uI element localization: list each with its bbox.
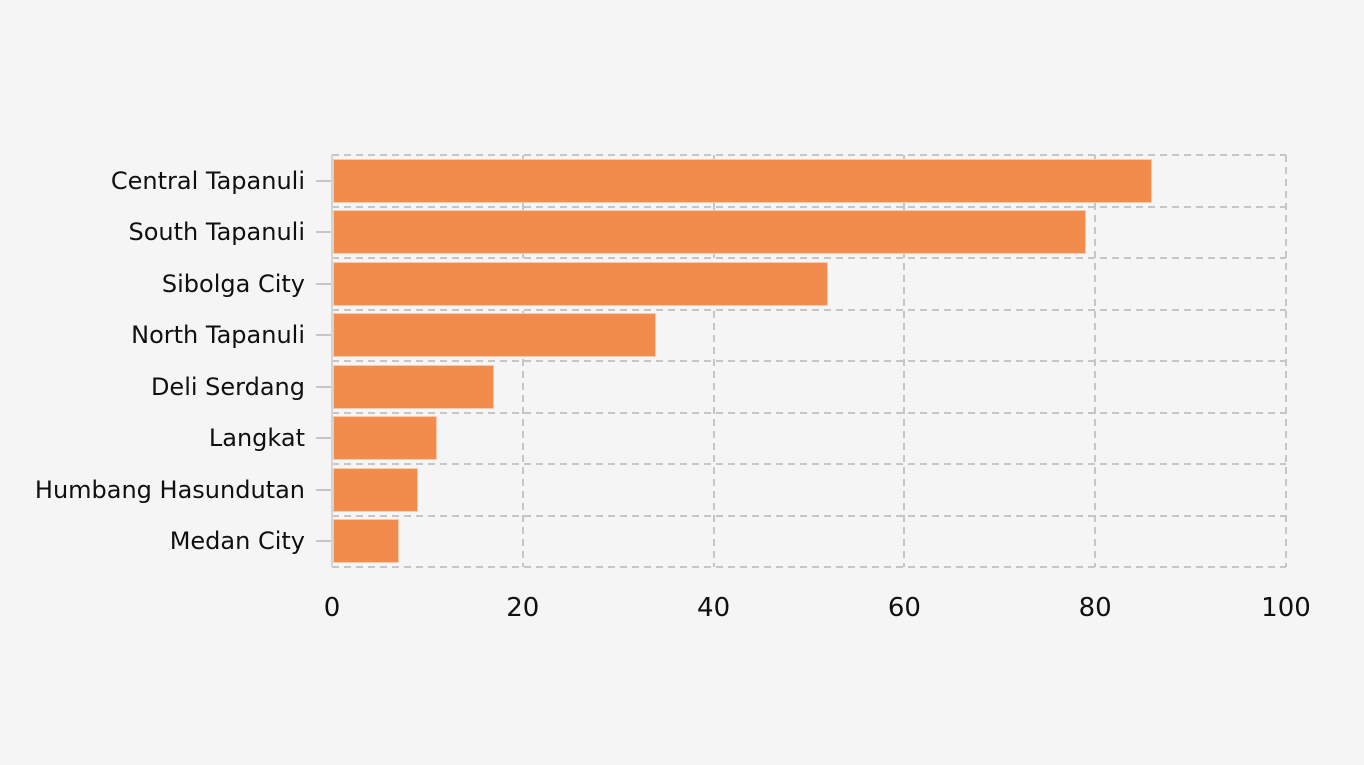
row-separator [332, 360, 1286, 362]
bar [333, 210, 1086, 255]
x-tick-label: 60 [887, 593, 921, 623]
plot-area [331, 154, 1287, 568]
plot-border-bottom [332, 566, 1286, 568]
y-axis-line [331, 155, 333, 567]
plot-border-top [332, 154, 1286, 156]
category-label: Deli Serdang [150, 372, 305, 401]
category-tick-mark [316, 488, 331, 491]
bar [333, 467, 418, 512]
bar [333, 158, 1153, 203]
bar [333, 416, 437, 461]
category-label: North Tapanuli [131, 321, 305, 350]
category-label: Sibolga City [161, 269, 305, 298]
category-tick-mark [316, 540, 331, 543]
row-separator [332, 463, 1286, 465]
category-label: Langkat [208, 424, 305, 453]
category-label: Central Tapanuli [110, 166, 305, 195]
category-tick-mark [316, 437, 331, 440]
row-separator [332, 308, 1286, 311]
plot-border-right [1285, 155, 1287, 567]
bar [333, 519, 399, 564]
category-label: South Tapanuli [128, 218, 305, 247]
row-separator [332, 411, 1286, 414]
category-tick-mark [316, 179, 331, 182]
bar [333, 313, 657, 358]
category-tick-mark [316, 282, 331, 285]
row-separator [332, 514, 1286, 517]
category-label: Humbang Hasundutan [34, 475, 305, 504]
x-tick-label: 0 [323, 593, 341, 623]
x-tick-label: 20 [506, 593, 540, 623]
category-tick-mark [316, 231, 331, 234]
row-separator [332, 205, 1286, 208]
x-tick-label: 100 [1261, 593, 1311, 623]
bar [333, 261, 829, 306]
category-tick-mark [316, 385, 331, 388]
x-tick-label: 80 [1078, 593, 1112, 623]
row-separator [332, 257, 1286, 259]
bar [333, 364, 495, 409]
category-label: Medan City [169, 527, 305, 556]
category-tick-mark [316, 334, 331, 337]
x-tick-label: 40 [697, 593, 731, 623]
